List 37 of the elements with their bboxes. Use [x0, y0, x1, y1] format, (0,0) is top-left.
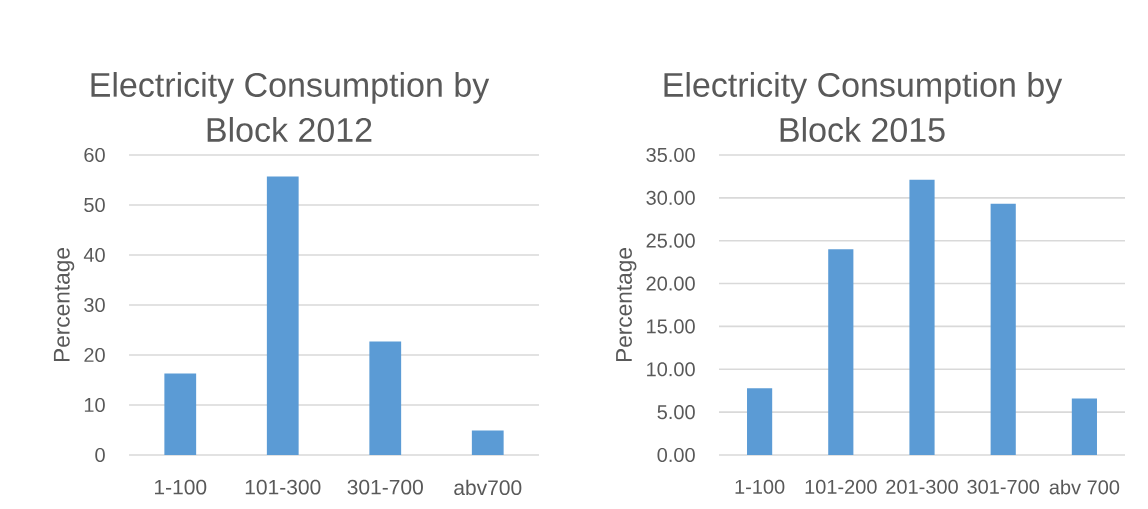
y-axis-title: Percentage	[53, 248, 75, 362]
chart-title: Electricity Consumption by Block 2012	[91, 72, 490, 142]
y-tick-label: 20.00	[646, 276, 695, 291]
y-tick-label: 40	[83, 247, 105, 263]
bar	[164, 373, 197, 455]
bar	[828, 249, 854, 455]
y-tick-label: 0.00	[657, 447, 695, 463]
chart-title: Electricity Consumption by Block 2015	[664, 72, 1063, 142]
y-tick-label: 50	[84, 197, 105, 213]
y-tick-label: 25.00	[646, 233, 695, 248]
y-tick-label: 15.00	[647, 319, 695, 334]
y-tick-label: 30	[84, 297, 105, 313]
y-tick-label: 10.00	[647, 362, 695, 377]
x-tick-label: 101-300	[245, 479, 321, 495]
x-tick-label: abv700	[454, 479, 522, 496]
bar	[1071, 398, 1097, 455]
y-tick-label: 35.00	[646, 147, 695, 163]
bar	[747, 388, 773, 455]
y-tick-label: 30.00	[646, 190, 695, 205]
x-tick-label: 1-100	[735, 479, 785, 494]
y-tick-label: 10	[84, 397, 105, 413]
bar	[990, 203, 1016, 455]
y-tick-label: 5.00	[657, 405, 695, 420]
y-tick-label: 0	[95, 447, 105, 463]
x-tick-label: 1-100	[155, 479, 207, 495]
bar	[909, 179, 935, 455]
x-tick-label: 301-700	[347, 479, 423, 495]
bar	[266, 176, 299, 455]
bar	[471, 430, 504, 455]
y-axis-title: Percentage	[616, 248, 637, 362]
x-tick-label: 301-700	[967, 479, 1040, 494]
x-tick-label: 201-300	[886, 479, 958, 494]
x-tick-label: 101-200	[805, 479, 877, 494]
bar	[369, 341, 402, 455]
y-tick-label: 20	[84, 347, 105, 363]
x-tick-label: abv 700	[1049, 479, 1120, 495]
y-tick-label: 60	[84, 147, 105, 163]
